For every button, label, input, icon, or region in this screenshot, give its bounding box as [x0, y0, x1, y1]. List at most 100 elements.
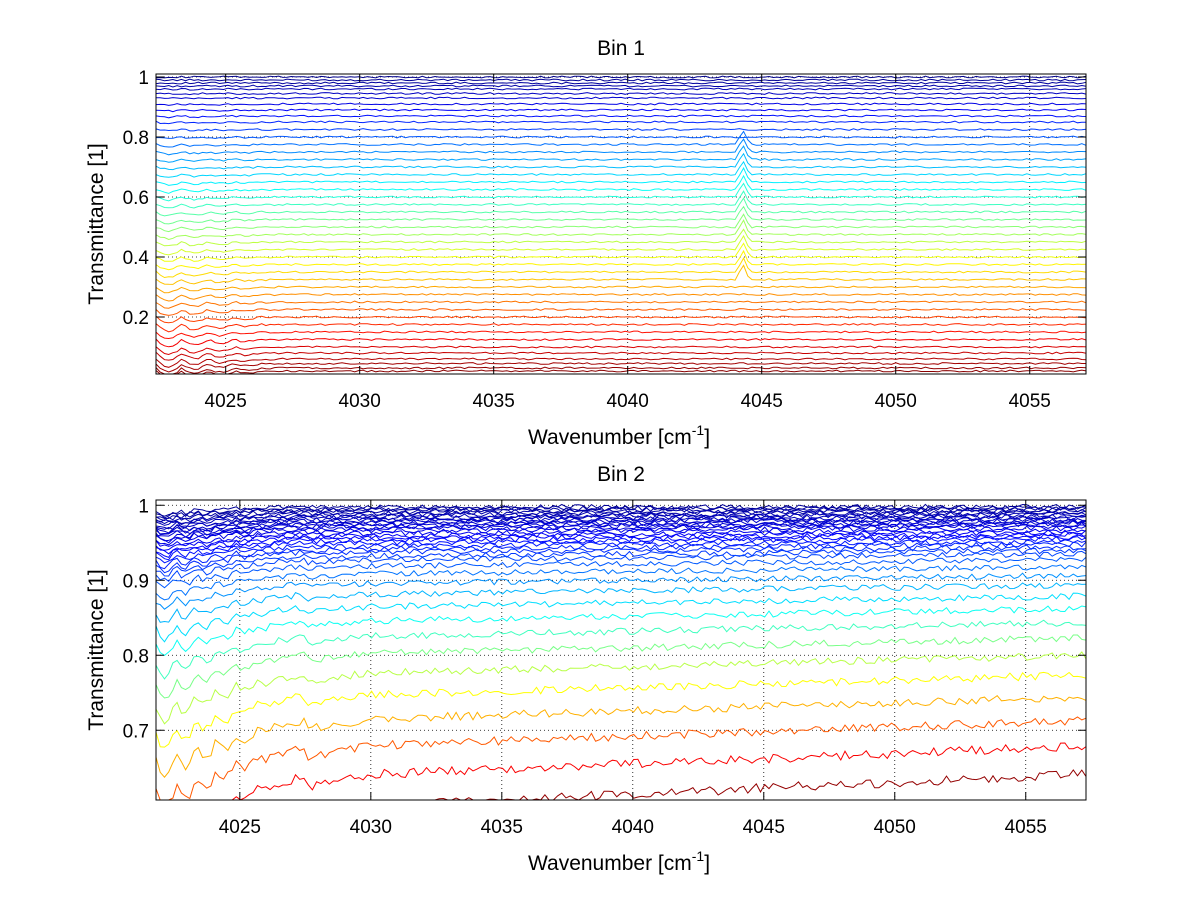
series-line	[155, 190, 1087, 209]
series-line	[155, 293, 1087, 302]
series-line	[155, 362, 1086, 373]
series-line	[155, 242, 1087, 262]
series-line	[155, 182, 1087, 202]
bin-2-axes-box	[155, 499, 1087, 801]
series-line	[155, 582, 1087, 623]
bin-1-ticks: 4025 4030 4035 4040 4045 4050 4055 0.2 0.4 0.6 0.8…	[123, 68, 1086, 412]
series-line	[155, 114, 1087, 119]
x-tick-label: 4050	[875, 391, 917, 412]
series-line	[155, 508, 1087, 522]
series-line	[155, 605, 1087, 657]
series-line	[155, 506, 1087, 520]
series-line	[155, 515, 1087, 530]
series-line	[155, 228, 1087, 247]
series-line	[155, 87, 1087, 91]
bin-1-axes-box	[155, 73, 1087, 375]
series-line	[155, 345, 1087, 356]
series-line	[155, 249, 1087, 271]
bin-1-title: Bin 1	[597, 37, 645, 60]
series-line	[156, 96, 1087, 100]
series-line	[155, 205, 1087, 225]
series-line	[155, 716, 1087, 801]
series-line	[155, 84, 1087, 88]
series-line	[155, 539, 1087, 564]
series-line	[155, 120, 1087, 125]
series-line	[155, 516, 1087, 534]
series-line	[155, 572, 1087, 610]
bin-1-x-axis-label-end: ]	[704, 426, 710, 449]
series-line	[155, 323, 1087, 333]
x-tick-label: 4025	[205, 391, 247, 412]
series-line	[155, 550, 1087, 583]
series-line	[155, 152, 1087, 171]
series-line	[155, 513, 1087, 530]
series-line	[155, 528, 1087, 547]
x-tick-label: 4045	[743, 817, 785, 838]
y-tick-label: 1	[138, 496, 149, 517]
x-tick-label: 4055	[1009, 391, 1051, 412]
y-tick-label: 0.2	[123, 308, 149, 329]
series-line	[155, 102, 1087, 106]
series-line	[155, 592, 1087, 643]
series-line	[155, 167, 1087, 186]
series-line	[155, 503, 1087, 517]
y-tick-label: 0.6	[123, 188, 149, 209]
bin-1-series-lines	[155, 75, 1087, 375]
series-line	[155, 219, 1087, 241]
series-line	[155, 197, 1087, 217]
series-line	[155, 160, 1087, 178]
series-line	[155, 544, 1087, 574]
series-line	[155, 338, 1087, 348]
y-tick-label: 0.8	[123, 646, 149, 667]
x-tick-label: 4025	[219, 817, 261, 838]
x-tick-label: 4055	[1005, 817, 1047, 838]
series-line	[155, 556, 1087, 589]
series-line	[155, 357, 1087, 368]
x-tick-label: 4045	[741, 391, 783, 412]
y-tick-label: 0.9	[123, 571, 149, 592]
bin-2-x-axis-label-main: Wavenumber [cm	[528, 852, 692, 875]
y-tick-label: 0.7	[123, 721, 149, 742]
series-line	[155, 300, 1087, 309]
bin-1-x-axis-label: Wavenumber [cm-1]	[528, 422, 710, 449]
bin-1-x-axis-label-sup: -1	[692, 422, 705, 438]
series-line	[155, 351, 1087, 361]
series-line	[155, 78, 1087, 82]
x-tick-label: 4035	[473, 391, 515, 412]
series-line	[155, 366, 1087, 375]
series-line	[155, 145, 1087, 163]
series-line	[155, 128, 1087, 132]
series-line	[155, 517, 1087, 536]
series-line	[155, 671, 1087, 748]
x-tick-label: 4050	[874, 817, 916, 838]
bin-2-title: Bin 2	[597, 463, 645, 486]
series-line	[155, 81, 1087, 85]
series-line	[155, 512, 1087, 526]
x-tick-label: 4040	[612, 817, 654, 838]
bin-2-ticks: 4025 4030 4035 4040 4045 4050 4055 0.7 0.8 0.9 1	[123, 496, 1086, 838]
bin-2-panel: Bin 2 4025 4030 4035 4040 4045 4050 4055 0.7 0.8…	[85, 463, 1087, 875]
y-tick-label: 1	[138, 68, 149, 89]
bin-2-x-axis-label: Wavenumber [cm-1]	[528, 848, 710, 875]
series-line	[155, 369, 1087, 375]
series-line	[155, 529, 1087, 551]
x-tick-label: 4035	[481, 817, 523, 838]
series-line	[155, 634, 1087, 699]
bin-2-grid	[156, 500, 1086, 800]
series-line	[155, 130, 1087, 148]
series-line	[155, 108, 1087, 113]
series-line	[155, 535, 1087, 561]
bin-2-y-axis-label: Transmittance [1]	[85, 569, 108, 730]
bin-1-panel: Bin 1 4025 4030 4035 4040 4045 4050 4055 0.2 0.4…	[85, 37, 1087, 449]
bin-1-x-axis-label-main: Wavenumber [cm	[528, 426, 692, 449]
series-line	[155, 174, 1087, 194]
series-line	[155, 264, 1087, 285]
series-line	[155, 651, 1087, 725]
x-tick-label: 4030	[339, 391, 381, 412]
series-line	[155, 547, 1087, 577]
series-line	[155, 92, 1087, 96]
series-line	[155, 256, 1087, 279]
bin-2-x-axis-label-sup: -1	[692, 848, 705, 864]
y-tick-label: 0.8	[123, 128, 149, 149]
